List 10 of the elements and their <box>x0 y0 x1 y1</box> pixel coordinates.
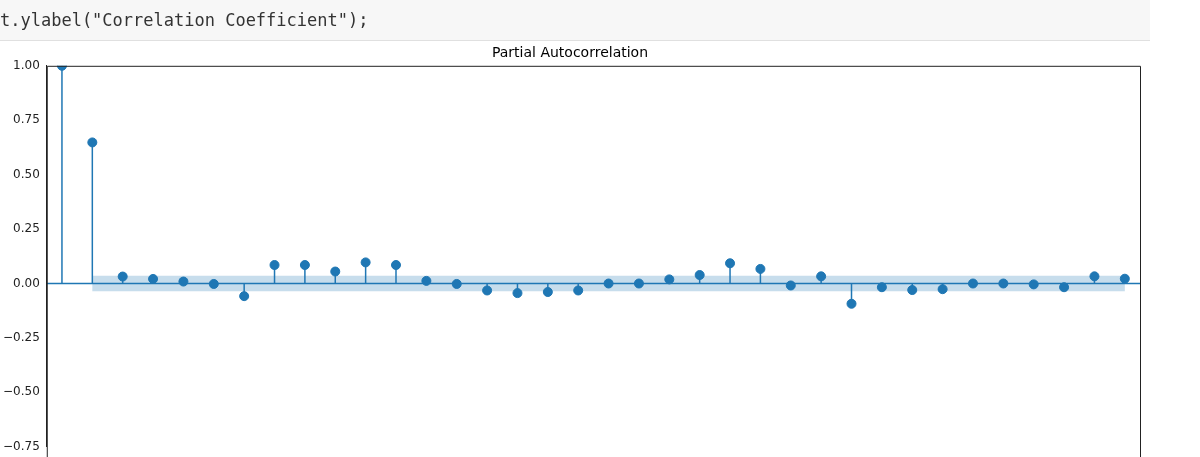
y-tick-label: 1.00 <box>13 57 40 72</box>
y-tick-label: 0.50 <box>13 166 40 181</box>
chart-title: Partial Autocorrelation <box>491 44 649 61</box>
text: t.ylabel("Correlation Coefficient"); <box>0 10 369 30</box>
y-tick-label: 0.75 <box>13 112 40 127</box>
y-tick-label: 0.25 <box>13 221 40 236</box>
y-tick-label: 0.00 <box>13 275 40 290</box>
y-tick-label: −0.25 <box>2 330 40 345</box>
y-tick-label: −0.75 <box>2 438 40 453</box>
y-tick-label: −0.50 <box>2 384 40 399</box>
